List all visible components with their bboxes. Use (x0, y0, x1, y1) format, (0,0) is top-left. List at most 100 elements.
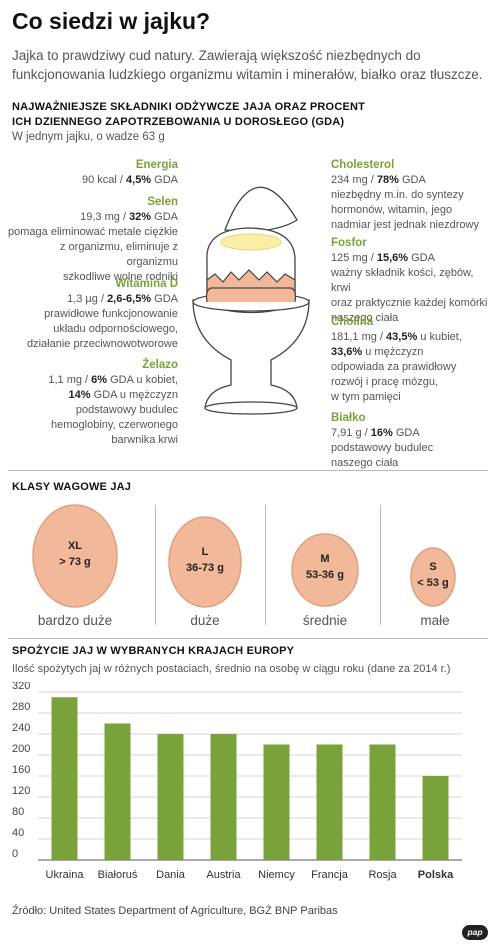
y-tick-label: 80 (12, 806, 24, 818)
nutrient-line: podstawowy budulec (75, 404, 178, 416)
y-tick-label: 280 (12, 701, 30, 713)
y-tick-label: 0 (12, 848, 18, 860)
egg-xl-caption: bardzo duże (37, 613, 113, 628)
nutrient-line: 234 mg / 78% GDA (331, 174, 426, 186)
divider-1 (8, 470, 488, 471)
egg-yolk-icon (220, 233, 282, 251)
y-tick-label: 240 (12, 722, 30, 734)
nutrient-line: 33,6% u mężczyzn (331, 346, 424, 358)
consumption-subtitle: Ilość spożytych jaj w różnych postaciach… (12, 663, 451, 675)
y-tick-label: 160 (12, 764, 30, 776)
egg-l-caption: duże (190, 613, 220, 628)
divider-2 (8, 638, 488, 639)
nutrient-line: 1,1 mg / 6% GDA u kobiet, (48, 374, 178, 386)
page-title: Co siedzi w jajku? (12, 8, 211, 34)
nutrients-heading-line1: NAJWAŻNIEJSZE SKŁADNIKI ODŻYWCZE JAJA OR… (12, 101, 366, 113)
egg-xl-icon (32, 504, 118, 608)
nutrient-line: 125 mg / 15,6% GDA (331, 252, 435, 264)
egg-xl-label: XL > 73 g (59, 540, 91, 568)
pap-logo: pap (462, 925, 488, 940)
x-tick-label: Francja (311, 869, 349, 881)
nutrient-line: podstawowy budulec (331, 442, 434, 454)
source-note: Źródło: United States Department of Agri… (12, 905, 338, 917)
egg-cup-illustration (192, 186, 310, 415)
nutrient-line: działanie przeciwnowotworowe (26, 338, 178, 350)
nutrient-line: 19,3 mg / 32% GDA (80, 211, 178, 223)
nutrient-line: pomaga eliminować metale ciężkie (8, 226, 178, 238)
nutrient-line: układu odpornościowego, (53, 323, 178, 335)
nutrient-line: oraz praktycznie każdej komórki (331, 297, 488, 309)
nutrient-line: 1,3 µg / 2,6-6,5% GDA (67, 293, 178, 305)
nutrient-line: z organizmu, eliminuje z organizmu (60, 241, 178, 268)
nutrient-line: hemoglobiny, czerwonego (51, 419, 178, 431)
nutrient-line: hormonów, witamin, jego (331, 204, 453, 216)
nutrient-name: Selen (147, 196, 178, 208)
nutrient-name: Energia (135, 159, 178, 171)
intro-text: Jajka to prawdziwy cud natury. Zawierają… (12, 48, 483, 82)
nutrient-line: w tym pamięci (331, 391, 401, 403)
nutrient-witamina-d: Witamina D 1,3 µg / 2,6-6,5% GDA prawidłow… (8, 277, 178, 352)
nutrients-heading-line2: ICH DZIENNEGO ZAPOTRZEBOWANIA U DOROSŁEG… (12, 116, 345, 128)
nutrient-fosfor: Fosfor 125 mg / 15,6% GDA ważny składnik k… (331, 236, 491, 326)
nutrient-line: prawidłowe funkcjonowanie (44, 308, 178, 320)
bar-niemcy (263, 744, 290, 860)
egg-m-caption: średnie (302, 613, 348, 628)
y-tick-label: 200 (12, 743, 30, 755)
bar-francja (316, 744, 343, 860)
nutrient-line: nadmiar jest jednak niezdrowy (331, 219, 479, 231)
nutrient-line: ważny składnik kości, zębów, krwi (331, 267, 474, 294)
y-tick-label: 40 (12, 827, 24, 839)
nutrient-name: Witamina D (115, 278, 178, 290)
nutrient-bialko: Białko 7,91 g / 16% GDA podstawowy budulec… (331, 411, 491, 471)
x-tick-label: Dania (156, 869, 186, 881)
egg-cup-icon (192, 299, 310, 409)
bar-austria (210, 734, 237, 860)
nutrient-line: 7,91 g / 16% GDA (331, 427, 420, 439)
nutrient-line: naszego ciała (331, 312, 399, 324)
bar-rosja (369, 744, 396, 860)
egg-s-label: S < 53 g (417, 561, 449, 589)
nutrient-name: Cholina (331, 316, 374, 328)
x-tick-label: Ukraina (46, 869, 85, 881)
egg-cap-icon (224, 186, 298, 232)
nutrient-cholesterol: Cholesterol 234 mg / 78% GDA niezbędny m.i… (331, 158, 491, 233)
bar-ukraina (51, 697, 78, 860)
x-tick-label: Rosja (368, 869, 397, 881)
nutrient-name: Białko (331, 412, 366, 424)
nutrient-line: odpowiada za prawidłowy (331, 361, 457, 373)
nutrient-zelazo: Żelazo 1,1 mg / 6% GDA u kobiet, 14% GDA u… (8, 358, 178, 448)
nutrient-line: naszego ciała (331, 457, 399, 469)
nutrients-heading: NAJWAŻNIEJSZE SKŁADNIKI ODŻYWCZE JAJA OR… (12, 100, 365, 130)
consumption-chart: 0 40 80 120 160 200 240 280 320 Ukraina Białoruś Da… (12, 682, 462, 881)
weight-classes-heading: KLASY WAGOWE JAJ (12, 481, 132, 493)
nutrient-name: Cholesterol (331, 159, 395, 171)
nutrient-energia: Energia 90 kcal / 4,5% GDA (8, 158, 178, 188)
nutrient-line: niezbędny m.in. do syntezy (331, 189, 464, 201)
nutrient-line: 14% GDA u mężczyzn (68, 389, 178, 401)
nutrient-line: rozwój i pracę mózgu, (331, 376, 438, 388)
x-tick-label: Austria (206, 869, 241, 881)
y-tick-label: 120 (12, 785, 30, 797)
bar-dania (157, 734, 184, 860)
y-tick-label: 320 (12, 682, 30, 692)
bar-białoruś (104, 723, 131, 860)
egg-m-icon (291, 533, 359, 607)
egg-l-icon (168, 516, 242, 608)
x-tick-label: Polska (418, 869, 454, 881)
egg-s-icon (410, 547, 456, 607)
nutrients-note: W jednym jajku, o wadze 63 g (12, 131, 165, 143)
nutrient-line: 90 kcal / 4,5% GDA (81, 174, 178, 186)
nutrient-line: barwnika krwi (111, 434, 178, 446)
x-tick-label: Niemcy (258, 869, 295, 881)
x-tick-label: Białoruś (98, 869, 138, 881)
nutrient-cholina: Cholina 181,1 mg / 43,5% u kubiet, 33,6% u… (331, 315, 491, 405)
egg-l-label: L 36-73 g (186, 546, 224, 574)
nutrient-selen: Selen 19,3 mg / 32% GDA pomaga eliminować … (8, 195, 178, 285)
weight-eggs (32, 504, 456, 608)
nutrient-line: 181,1 mg / 43,5% u kubiet, (331, 331, 462, 343)
egg-s-caption: małe (420, 613, 450, 628)
egg-m-label: M 53-36 g (306, 553, 344, 581)
nutrient-name: Fosfor (331, 237, 367, 249)
bar-polska (422, 776, 449, 860)
nutrient-name: Żelazo (142, 359, 178, 371)
